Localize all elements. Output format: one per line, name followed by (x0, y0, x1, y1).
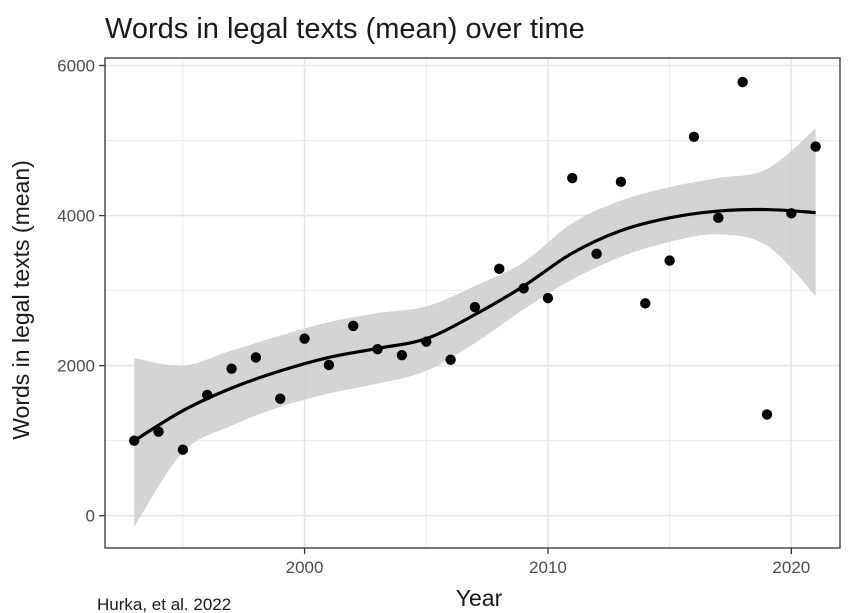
data-point (469, 301, 481, 313)
x-tick-label: 2020 (772, 558, 810, 577)
data-point (445, 354, 456, 365)
data-point (226, 363, 237, 374)
data-point (542, 292, 554, 304)
data-point (737, 76, 748, 88)
data-point (421, 336, 432, 347)
data-point (177, 444, 189, 455)
data-point (348, 320, 359, 332)
data-point (567, 172, 578, 184)
data-point (275, 393, 286, 404)
y-tick-label: 6000 (57, 57, 95, 76)
data-point (202, 389, 213, 401)
chart-title: Words in legal texts (mean) over time (105, 13, 585, 45)
data-point (615, 176, 627, 188)
data-point (786, 208, 797, 219)
data-point (396, 349, 408, 361)
source-caption: Hurka, et al. 2022 (97, 595, 231, 613)
confidence-ribbon (134, 128, 816, 527)
data-point (153, 426, 164, 437)
data-point (518, 283, 529, 294)
data-point (713, 212, 724, 224)
data-point (372, 343, 383, 355)
x-axis-title: Year (456, 585, 503, 611)
y-tick-label: 4000 (57, 207, 95, 226)
data-point (810, 141, 821, 152)
smooth-line (133, 207, 816, 443)
y-axis-title: Words in legal texts (mean) (8, 160, 34, 440)
y-tick-label: 0 (86, 507, 95, 526)
axis-ticks: 0 2000 4000 6000 2000 2010 2020 (57, 57, 810, 577)
data-point (640, 298, 651, 309)
x-tick-label: 2000 (286, 558, 324, 577)
data-point (761, 409, 773, 420)
data-point (323, 359, 335, 371)
data-point (129, 435, 140, 446)
data-point (688, 131, 700, 142)
y-tick-label: 2000 (57, 357, 95, 376)
points (129, 76, 821, 455)
data-point (250, 352, 262, 363)
panel-border (104, 57, 841, 549)
data-point (664, 255, 675, 266)
data-point (591, 248, 602, 260)
x-tick-label: 2010 (529, 558, 567, 577)
data-point (299, 333, 310, 344)
data-point (494, 263, 505, 275)
